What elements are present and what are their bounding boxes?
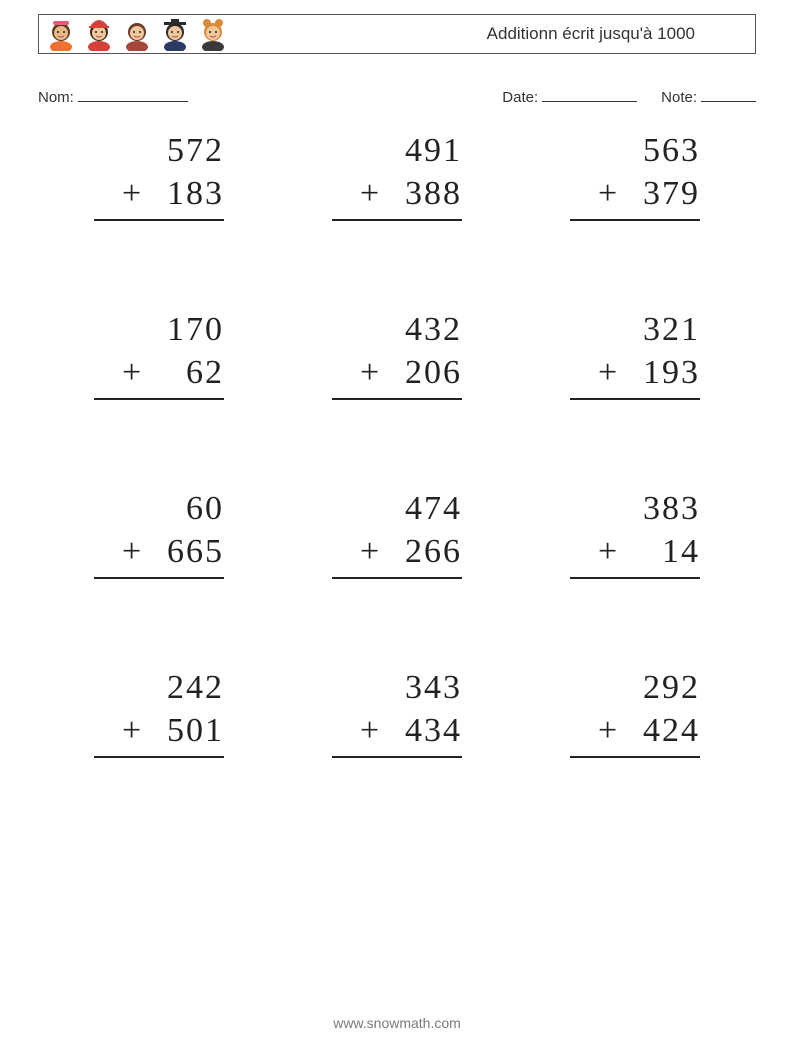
addend-top: 292: [620, 667, 700, 710]
answer-line[interactable]: [94, 219, 224, 253]
addition-problem: 432+206: [298, 309, 496, 432]
name-label: Nom:: [38, 89, 74, 106]
date-score-group: Date: Note:: [502, 88, 756, 106]
addend-bottom: 379: [620, 173, 700, 216]
problem-grid: 572+183491+388563+379170+ 62432+206321+1…: [60, 130, 734, 790]
person-icon: [121, 17, 153, 51]
header: Additionn écrit jusqu'à 1000: [38, 14, 756, 54]
date-label: Date:: [502, 89, 538, 106]
date-line[interactable]: [542, 88, 637, 102]
addend-bottom: 193: [620, 352, 700, 395]
operator-plus: +: [122, 710, 144, 753]
addition-problem: 242+501: [60, 667, 258, 790]
worksheet-title: Additionn écrit jusqu'à 1000: [487, 24, 745, 44]
addend-top: 383: [620, 488, 700, 531]
addition-problem: 572+183: [60, 130, 258, 253]
addend-top: 474: [382, 488, 462, 531]
addend-top: 572: [144, 130, 224, 173]
woman-bob-icon: [121, 17, 153, 51]
header-icon-strip: [45, 17, 229, 51]
addition-problem: 474+266: [298, 488, 496, 611]
info-fields: Nom: Date: Note:: [38, 88, 756, 106]
operator-plus: +: [122, 531, 144, 574]
woman-buns-icon: [197, 17, 229, 51]
addend-bottom: 206: [382, 352, 462, 395]
addend-bottom: 388: [382, 173, 462, 216]
addend-top: 170: [144, 309, 224, 352]
addend-top: 563: [620, 130, 700, 173]
operator-plus: +: [122, 352, 144, 395]
answer-line[interactable]: [332, 577, 462, 611]
addend-top: 242: [144, 667, 224, 710]
answer-line[interactable]: [332, 756, 462, 790]
answer-line[interactable]: [94, 577, 224, 611]
woman-headband-icon: [45, 17, 77, 51]
addend-bottom: 424: [620, 710, 700, 753]
operator-plus: +: [122, 173, 144, 216]
addend-bottom: 183: [144, 173, 224, 216]
operator-plus: +: [598, 352, 620, 395]
operator-plus: +: [360, 710, 382, 753]
addend-top: 321: [620, 309, 700, 352]
person-icon: [83, 17, 115, 51]
operator-plus: +: [360, 531, 382, 574]
score-line[interactable]: [701, 88, 756, 102]
score-label: Note:: [661, 89, 697, 106]
worksheet-page: Additionn écrit jusqu'à 1000 Nom: Date: …: [0, 0, 794, 1053]
answer-line[interactable]: [94, 398, 224, 432]
addend-bottom: 434: [382, 710, 462, 753]
addition-problem: 491+388: [298, 130, 496, 253]
addition-problem: 383+ 14: [536, 488, 734, 611]
bellhop-icon: [83, 17, 115, 51]
answer-line[interactable]: [94, 756, 224, 790]
addend-bottom: 501: [144, 710, 224, 753]
addition-problem: 170+ 62: [60, 309, 258, 432]
addition-problem: 292+424: [536, 667, 734, 790]
addend-bottom: 266: [382, 531, 462, 574]
addition-problem: 563+379: [536, 130, 734, 253]
answer-line[interactable]: [570, 756, 700, 790]
person-icon: [159, 17, 191, 51]
footer-url: www.snowmath.com: [0, 1015, 794, 1031]
addend-bottom: 14: [620, 531, 700, 574]
person-icon: [197, 17, 229, 51]
answer-line[interactable]: [332, 398, 462, 432]
addend-bottom: 665: [144, 531, 224, 574]
operator-plus: +: [598, 710, 620, 753]
addend-top: 60: [144, 488, 224, 531]
answer-line[interactable]: [570, 577, 700, 611]
addend-bottom: 62: [144, 352, 224, 395]
addition-problem: 343+434: [298, 667, 496, 790]
operator-plus: +: [360, 352, 382, 395]
addition-problem: 60+665: [60, 488, 258, 611]
addend-top: 491: [382, 130, 462, 173]
person-icon: [45, 17, 77, 51]
addend-top: 343: [382, 667, 462, 710]
addend-top: 432: [382, 309, 462, 352]
operator-plus: +: [360, 173, 382, 216]
graduate-icon: [159, 17, 191, 51]
answer-line[interactable]: [570, 219, 700, 253]
name-line[interactable]: [78, 88, 188, 102]
answer-line[interactable]: [332, 219, 462, 253]
addition-problem: 321+193: [536, 309, 734, 432]
answer-line[interactable]: [570, 398, 700, 432]
operator-plus: +: [598, 531, 620, 574]
name-field: Nom:: [38, 88, 188, 106]
operator-plus: +: [598, 173, 620, 216]
